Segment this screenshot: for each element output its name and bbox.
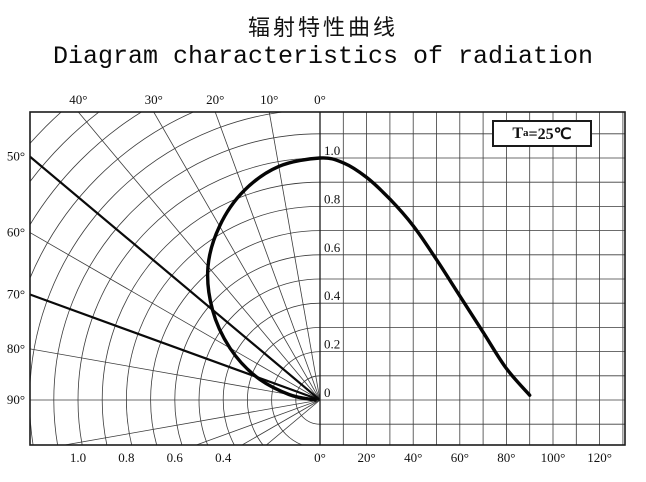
- intensity-tick-label: 0.4: [324, 288, 341, 303]
- plot-border: [29, 111, 626, 446]
- radius-tick-label: 0.6: [167, 450, 184, 465]
- radius-tick-label: 0.8: [118, 450, 134, 465]
- cartesian-grid: [320, 112, 625, 445]
- radiation-curve: [205, 156, 532, 402]
- intensity-tick-label: 0.6: [324, 240, 341, 255]
- radius-tick-label: 1.0: [70, 450, 86, 465]
- polar-angle-label-top: 40°: [69, 92, 87, 107]
- temperature-value: =25℃: [528, 125, 572, 143]
- radius-tick-label: 0.4: [215, 450, 232, 465]
- cartesian-angle-label: 100°: [541, 450, 566, 465]
- polar-angle-label-left: 50°: [7, 149, 25, 164]
- cartesian-angle-label: 0°: [314, 450, 326, 465]
- polar-angle-label-top: 10°: [260, 92, 278, 107]
- polar-angle-label-top: 0°: [314, 92, 326, 107]
- cartesian-angle-label: 20°: [357, 450, 375, 465]
- cartesian-angle-label: 60°: [451, 450, 469, 465]
- intensity-tick-label: 0.8: [324, 191, 340, 206]
- cartesian-angle-label: 120°: [587, 450, 612, 465]
- cartesian-angle-label: 80°: [497, 450, 515, 465]
- polar-angle-label-top: 20°: [206, 92, 224, 107]
- chart-title-chinese: 辐射特性曲线: [247, 16, 398, 41]
- intensity-tick-label: 0.2: [324, 337, 340, 352]
- intensity-tick-label: 0: [324, 385, 331, 400]
- polar-angle-label-left: 70°: [7, 286, 25, 301]
- intensity-tick-label: 1.0: [324, 143, 340, 158]
- half-intensity-angle-lines: [30, 155, 320, 402]
- temperature-subscript: a: [523, 127, 529, 139]
- polar-angle-label-left: 90°: [7, 392, 25, 407]
- polar-angle-label-left: 80°: [7, 341, 25, 356]
- cartesian-angle-label: 40°: [404, 450, 422, 465]
- chart-title-english: Diagram characteristics of radiation: [52, 42, 594, 71]
- polar-angle-label-left: 60°: [7, 225, 25, 240]
- polar-angle-label-top: 30°: [145, 92, 163, 107]
- temperature-symbol: T: [512, 124, 524, 142]
